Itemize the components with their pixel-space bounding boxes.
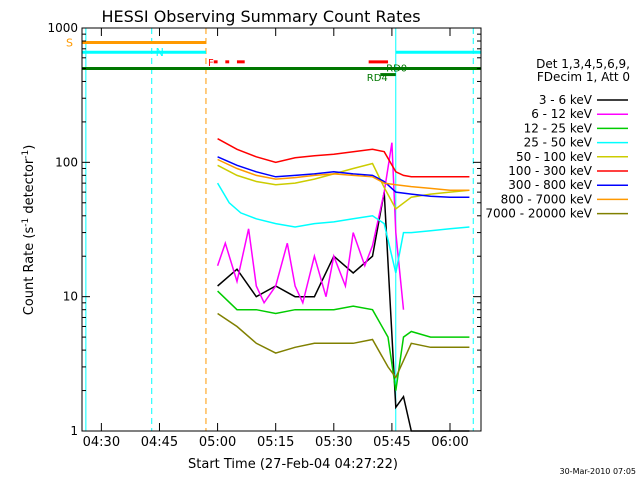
y-axis-label: Count Rate (s-1 detector-1) — [21, 145, 37, 316]
series-line — [217, 290, 470, 391]
y-tick-label: 100 — [55, 155, 78, 169]
x-tick-label: 04:45 — [141, 435, 178, 450]
legend-label: 25 - 50 keV — [524, 136, 593, 150]
axes-layer: 04:30 04:45 05:00 05:15 05:30 05:45 06:00 1 10 10… — [47, 21, 481, 450]
x-tick-label: 06:00 — [431, 435, 468, 450]
flag-label: RD0 — [386, 63, 407, 74]
plot-frame — [81, 27, 482, 432]
legend-label: 6 - 12 keV — [531, 107, 593, 121]
legend-label: 12 - 25 keV — [524, 121, 593, 135]
footer-timestamp: 30-Mar-2010 07:05 — [560, 467, 637, 476]
x-tick-label: 05:45 — [373, 435, 410, 450]
series-line — [216, 182, 470, 274]
y-axis-label-part: ) — [22, 145, 37, 150]
x-tick-label: 04:30 — [83, 435, 120, 450]
legend-label: 800 - 7000 keV — [501, 192, 593, 206]
legend-label: 100 - 300 keV — [508, 164, 592, 178]
legend-label: 3 - 6 keV — [539, 93, 593, 107]
y-axis-label-exponent: -1 — [21, 150, 31, 159]
y-tick-label: 1 — [70, 424, 78, 438]
series-line — [217, 312, 470, 379]
series-line — [217, 138, 470, 178]
legend: Det 1,3,4,5,6,9, FDecim 1, Att 0 3 - 6 k… — [485, 57, 630, 221]
y-axis-label-part: detector — [22, 158, 37, 218]
x-tick-label: 05:00 — [199, 435, 236, 450]
y-axis-label-part: Count Rate (s — [22, 227, 37, 316]
flag-label: RD4 — [367, 73, 388, 84]
series-line — [216, 142, 405, 310]
y-tick-label: 1000 — [47, 21, 78, 35]
legend-header-line-2: FDecim 1, Att 0 — [537, 70, 630, 84]
x-tick-label: 05:15 — [257, 435, 294, 450]
series-line — [217, 156, 470, 198]
legend-label: 300 - 800 keV — [508, 178, 592, 192]
legend-header-line-1: Det 1,3,4,5,6,9, — [536, 57, 630, 71]
series-line — [217, 158, 470, 191]
chart-title: HESSI Observing Summary Count Rates — [101, 7, 420, 26]
legend-label: 7000 - 20000 keV — [485, 207, 592, 221]
flag-label: F — [208, 58, 214, 69]
status-bar-label: S — [66, 36, 73, 49]
legend-label: 50 - 100 keV — [516, 150, 593, 164]
x-tick-label: 05:30 — [315, 435, 352, 450]
status-bar-label: N — [156, 46, 164, 59]
y-axis-label-exponent: -1 — [21, 218, 31, 227]
y-tick-label: 10 — [63, 290, 78, 304]
x-axis-label: Start Time (27-Feb-04 04:27:22) — [188, 457, 398, 472]
